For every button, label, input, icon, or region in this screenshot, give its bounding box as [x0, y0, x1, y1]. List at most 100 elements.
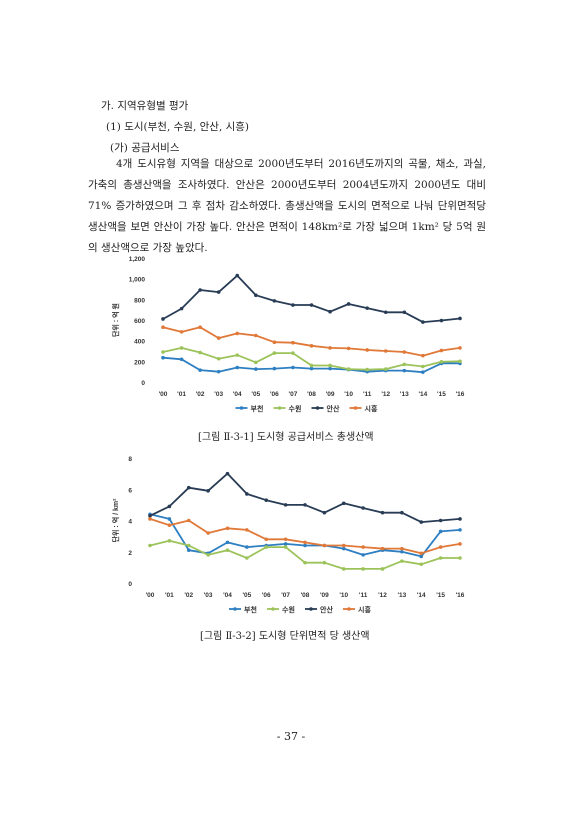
data-point — [198, 368, 202, 372]
y-tick-label: 6 — [128, 487, 132, 494]
x-tick-label: '08 — [301, 592, 310, 599]
legend-label: 시흥 — [358, 605, 371, 614]
data-point — [245, 492, 249, 496]
data-point — [400, 559, 404, 563]
data-point — [283, 503, 288, 507]
data-point — [161, 317, 165, 321]
data-point — [439, 318, 444, 323]
x-tick-label: '00 — [146, 592, 155, 599]
data-point — [309, 366, 314, 371]
data-point — [254, 293, 258, 297]
data-point — [198, 288, 202, 292]
data-point — [341, 501, 346, 506]
data-point — [303, 560, 307, 565]
legend-label: 수원 — [282, 605, 295, 614]
data-point — [272, 366, 277, 371]
legend-label: 안산 — [320, 605, 333, 614]
data-point — [198, 325, 202, 330]
data-point — [309, 344, 314, 348]
y-tick-label: 8 — [128, 456, 132, 463]
x-tick-label: '05 — [251, 391, 260, 398]
data-point — [225, 540, 230, 545]
data-point — [216, 290, 221, 294]
data-point — [383, 367, 388, 371]
data-point — [198, 350, 202, 355]
data-point — [235, 365, 240, 370]
x-tick-label: '13 — [397, 592, 406, 599]
data-point — [161, 325, 165, 330]
data-point — [438, 545, 443, 549]
data-point — [402, 362, 407, 367]
data-point — [458, 517, 462, 521]
data-point — [458, 359, 462, 364]
data-point — [216, 336, 221, 340]
data-point — [400, 549, 404, 554]
data-point — [438, 518, 443, 523]
data-point — [167, 504, 172, 509]
legend-marker — [277, 406, 282, 410]
data-point — [235, 273, 240, 278]
data-point — [361, 553, 365, 557]
legend-marker — [309, 607, 313, 611]
data-point — [439, 348, 444, 353]
figure-caption-2: [그림 Ⅱ-3-2] 도시형 단위면적 당 생산액 — [200, 631, 370, 642]
data-point — [186, 485, 191, 490]
x-tick-label: '12 — [378, 592, 387, 599]
data-point — [421, 370, 425, 374]
data-point — [303, 503, 307, 507]
data-point — [186, 543, 191, 548]
data-point — [322, 543, 327, 548]
sub-subsection-heading: (가) 공급서비스 — [110, 142, 180, 154]
data-point — [419, 554, 424, 559]
legend-marker — [233, 607, 237, 611]
legend-marker — [271, 607, 275, 611]
x-tick-label: '03 — [214, 391, 223, 398]
data-point — [365, 367, 369, 372]
x-tick-label: '06 — [270, 391, 279, 398]
data-point — [264, 537, 269, 542]
data-point — [272, 340, 277, 345]
data-point — [458, 316, 462, 321]
data-point — [361, 567, 365, 571]
legend-label: 부천 — [244, 605, 257, 614]
x-tick-label: '12 — [381, 391, 390, 398]
data-point — [328, 346, 332, 350]
legend-marker — [239, 406, 244, 410]
x-tick-label: '03 — [204, 592, 213, 599]
series-line — [149, 472, 461, 523]
x-tick-label: '16 — [456, 391, 465, 398]
data-point — [438, 556, 443, 560]
body-paragraph: 4개 도시유형 지역을 대상으로 2000년도부터 2016년도까지의 곡물, … — [88, 154, 486, 259]
data-point — [309, 303, 314, 307]
data-point — [235, 353, 240, 357]
y-tick-label: 0 — [141, 380, 145, 387]
data-point — [225, 548, 230, 552]
data-point — [283, 537, 288, 542]
data-point — [341, 546, 346, 551]
x-tick-label: '15 — [437, 391, 446, 398]
legend-marker — [353, 406, 358, 410]
data-point — [309, 363, 314, 368]
data-point — [186, 548, 191, 552]
data-point — [148, 543, 152, 548]
data-point — [421, 364, 425, 369]
data-point — [264, 498, 269, 502]
data-point — [322, 560, 327, 565]
x-tick-label: '11 — [359, 592, 368, 599]
data-point — [328, 366, 332, 371]
legend-marker — [347, 607, 351, 611]
data-point — [458, 556, 462, 560]
x-tick-label: '02 — [184, 592, 193, 599]
y-tick-label: 400 — [134, 339, 145, 346]
data-point — [167, 523, 172, 527]
data-point — [225, 526, 230, 531]
x-tick-label: '07 — [289, 391, 298, 398]
series-line — [162, 326, 461, 357]
data-point — [402, 310, 407, 315]
y-tick-label: 200 — [134, 359, 145, 366]
data-point — [346, 367, 351, 371]
data-point — [272, 351, 277, 355]
x-tick-label: '15 — [436, 592, 445, 599]
data-point — [245, 556, 249, 560]
